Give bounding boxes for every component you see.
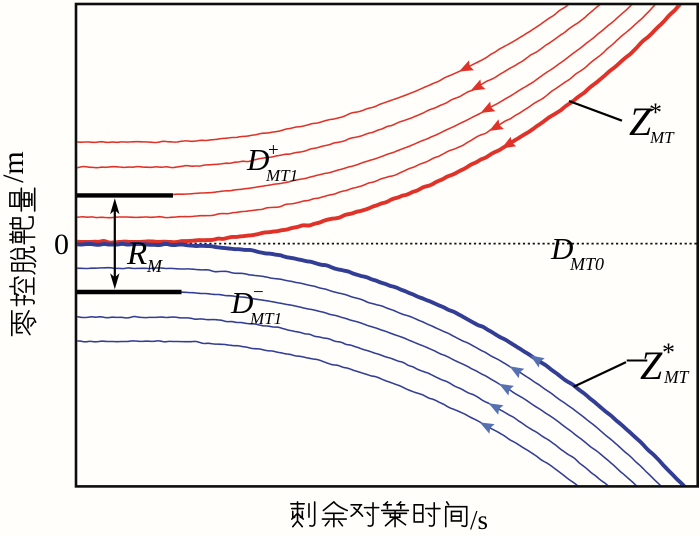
- svg-text:MT: MT: [663, 367, 690, 387]
- svg-text:−: −: [253, 282, 264, 303]
- svg-text:M: M: [146, 256, 163, 276]
- svg-text:Z: Z: [640, 343, 663, 388]
- svg-text:*: *: [662, 338, 675, 367]
- svg-text:R: R: [126, 236, 147, 272]
- svg-text:MT1: MT1: [249, 309, 282, 328]
- svg-text:MT: MT: [649, 128, 675, 147]
- svg-text:/s: /s: [470, 505, 488, 535]
- svg-text:D: D: [246, 142, 269, 177]
- svg-text:0: 0: [54, 228, 69, 261]
- svg-text:MT1: MT1: [265, 166, 298, 185]
- svg-text:–: –: [626, 334, 648, 379]
- svg-text:D: D: [550, 231, 573, 266]
- svg-text:+: +: [268, 140, 279, 161]
- svg-text:MT0: MT0: [569, 254, 604, 274]
- svg-text:D: D: [230, 285, 253, 320]
- svg-text:Z: Z: [629, 99, 652, 144]
- svg-text:*: *: [649, 98, 662, 127]
- svg-text:/m: /m: [0, 151, 30, 183]
